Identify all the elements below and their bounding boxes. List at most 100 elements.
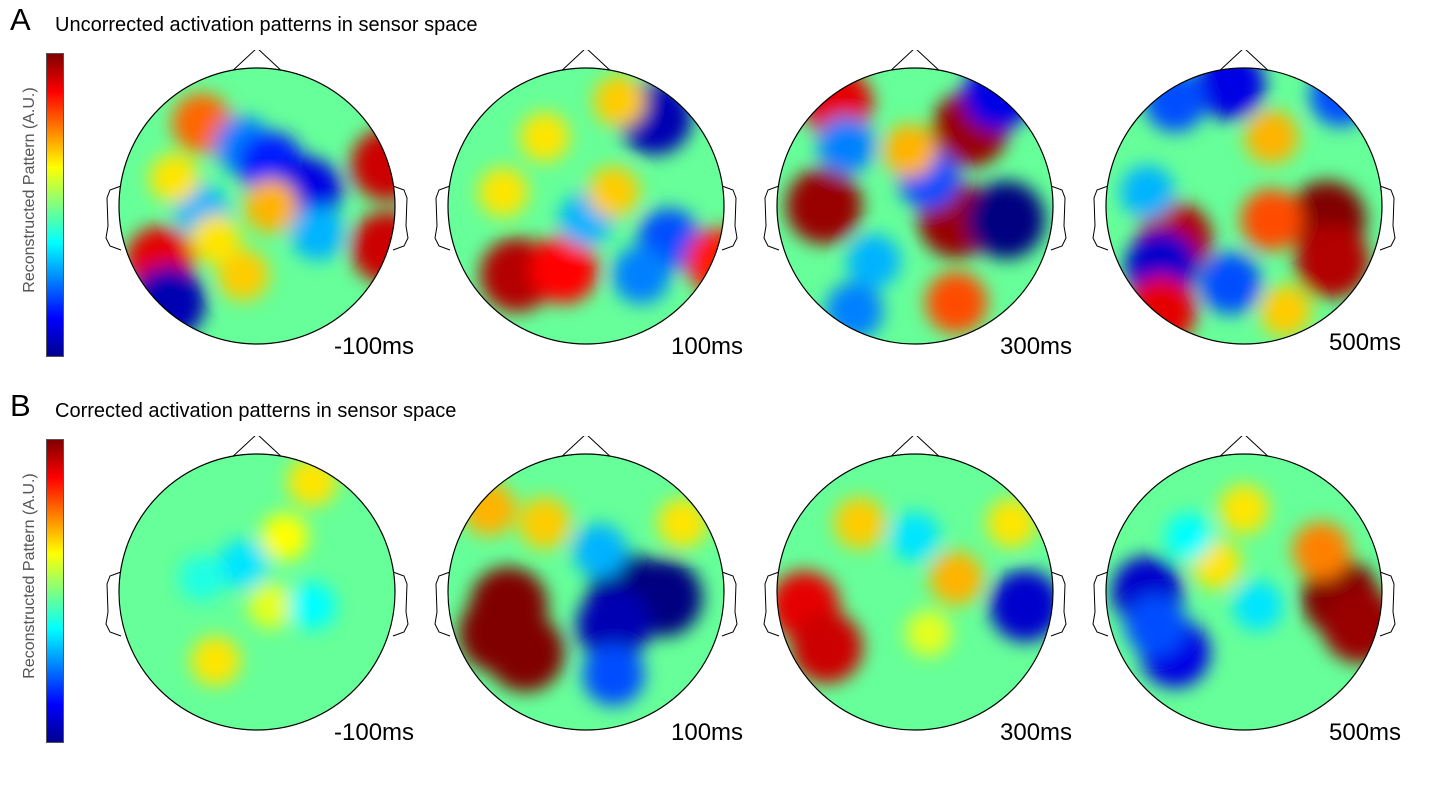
right-ear-outline [1379,571,1396,637]
head-outline [118,67,396,345]
activation-blob [462,482,517,537]
activation-blob [1295,224,1370,299]
activation-blob [350,211,395,284]
activation-blob [350,128,395,201]
colorbar-label: Reconstructed Pattern (A.U.) [21,473,38,679]
panel-a: A Uncorrected activation patterns in sen… [0,0,1431,393]
activation-blob [518,497,571,549]
panel-title: Corrected activation patterns in sensor … [55,400,457,422]
activation-blob [218,539,268,590]
activation-blob [986,498,1037,548]
activation-blob [260,513,309,561]
activation-blob [834,497,886,549]
nose-outline [886,436,944,461]
activation-blob [1309,68,1372,127]
panel-letter: B [10,388,31,423]
nose-outline [886,50,944,75]
nose-outline [1215,436,1273,461]
head-outline [1105,453,1383,731]
left-ear-outline [434,571,451,637]
left-ear-outline [763,571,780,637]
activation-blob [576,588,651,663]
activation-blob [287,456,337,507]
activation-blob [925,271,988,334]
activation-blob [846,234,901,289]
scalp-map [1092,50,1396,345]
time-label: 300ms [1000,333,1073,360]
activation-blob [1233,581,1283,631]
activation-blob [1165,513,1213,561]
scalp-map [1092,436,1396,731]
activation-blob [1240,188,1303,251]
right-ear-outline [1379,185,1396,251]
activation-blob [290,206,345,261]
right-ear-outline [392,185,409,251]
head-outline [776,67,1054,345]
scalp-map [763,436,1067,731]
right-ear-outline [392,571,409,637]
activation-blob [1292,521,1351,580]
activation-blob [217,249,269,301]
left-ear-outline [434,185,451,251]
activation-blob [989,569,1053,642]
activation-blob [657,498,708,548]
time-label: 500ms [1329,719,1402,746]
activation-blob [179,555,225,601]
activation-blob [248,583,294,629]
activation-blob [906,610,952,657]
left-ear-outline [105,185,122,251]
panel-b: B Corrected activation patterns in senso… [0,386,1431,779]
nose-outline [1215,50,1273,75]
time-label: 500ms [1329,329,1402,356]
activation-blob [825,282,884,340]
scalp-map [105,436,409,731]
colorbar-label: Reconstructed Pattern (A.U.) [21,87,38,293]
activation-blob [1244,110,1299,164]
head-outline [118,453,396,731]
activation-blob [1259,285,1312,337]
activation-blob [458,594,537,673]
activation-blob [582,643,645,706]
activation-blob [1195,68,1266,120]
left-ear-outline [1092,571,1109,637]
activation-blob [243,179,298,233]
time-label: -100ms [334,333,415,360]
time-label: 300ms [1000,719,1073,746]
activation-blob [593,75,645,127]
head-outline [1105,67,1383,345]
colorbar [46,439,64,743]
nose-outline [557,50,615,75]
activation-blob [478,167,528,217]
head-outline [776,453,1054,731]
colorbar [46,53,64,357]
panel-title: Uncorrected activation patterns in senso… [55,14,478,36]
activation-blob [190,214,241,264]
activation-blob [572,523,627,578]
left-ear-outline [105,571,122,637]
left-ear-outline [763,185,780,251]
activation-blob [1124,594,1187,656]
panel-letter: A [10,2,31,37]
time-label: 100ms [671,719,744,746]
left-ear-outline [1092,185,1109,251]
activation-blob [612,246,671,304]
right-ear-outline [1050,185,1067,251]
activation-blob [785,167,862,245]
activation-blob [967,180,1046,259]
scalp-map [763,50,1067,345]
scalp-map [105,50,409,345]
right-ear-outline [721,571,738,637]
activation-blob [519,112,570,162]
head-outline [447,453,725,731]
right-ear-outline [1050,571,1067,637]
activation-blob [1144,70,1206,132]
scalp-map [434,50,738,345]
activation-blob [190,636,241,686]
activation-blob [587,166,640,218]
activation-blob [817,116,875,175]
activation-blob [149,153,199,204]
time-label: -100ms [334,719,415,746]
activation-blob [1199,252,1262,315]
activation-blob [529,235,598,304]
head-outline [447,67,725,345]
